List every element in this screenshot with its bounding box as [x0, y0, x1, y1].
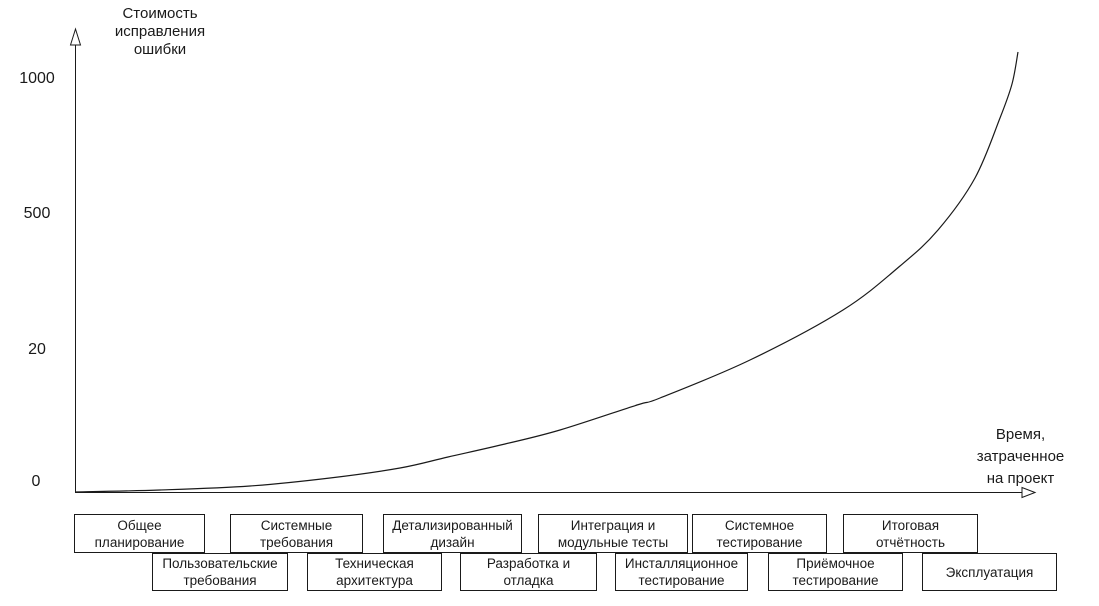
phase-box-general-planning: Общее планирование: [74, 514, 205, 553]
phase-box-system-requirements: Системные требования: [230, 514, 363, 553]
cost-curve: [75, 51, 1019, 493]
phase-box-integration-unit-tests: Интеграция и модульные тесты: [538, 514, 688, 553]
y-tick-0: 0: [31, 473, 41, 490]
phase-box-user-requirements: Пользовательские требования: [152, 553, 288, 591]
phase-box-operation: Эксплуатация: [922, 553, 1057, 591]
x-axis-title: Время, затраченное на проект: [976, 426, 1065, 487]
phase-box-acceptance-testing: Приёмочное тестирование: [768, 553, 903, 591]
phase-box-development-debugging: Разработка и отладка: [460, 553, 597, 591]
y-axis-arrow-icon: [69, 27, 82, 46]
x-axis-arrow-icon: [1021, 486, 1037, 499]
phase-box-system-testing: Системное тестирование: [692, 514, 827, 553]
phase-box-installation-testing: Инсталляционное тестирование: [615, 553, 748, 591]
y-tick-20: 20: [28, 341, 46, 358]
phase-box-detailed-design: Детализированный дизайн: [383, 514, 522, 553]
phase-box-final-reporting: Итоговая отчётность: [843, 514, 978, 553]
y-axis-title: Стоимость исправления ошибки: [114, 5, 206, 58]
y-tick-1000: 1000: [19, 70, 55, 87]
phase-box-technical-architecture: Техническая архитектура: [307, 553, 442, 591]
y-tick-500: 500: [23, 205, 51, 222]
